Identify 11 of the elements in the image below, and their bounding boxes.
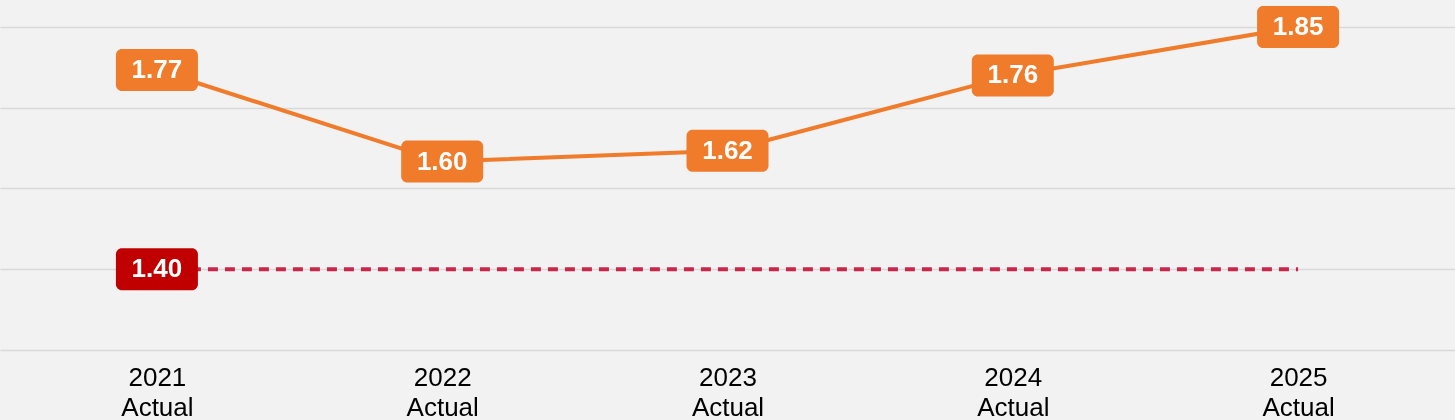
x-tick-label: 2021 Actual [121, 361, 194, 420]
data-label: 1.85 [1272, 10, 1324, 41]
data-label: 1.60 [416, 145, 468, 176]
ref-line-label: 1.40 [131, 253, 183, 284]
x-tick-label: 2022 Actual [406, 361, 479, 420]
data-label: 1.77 [131, 54, 183, 84]
x-tick-label: 2023 Actual [691, 361, 765, 420]
x-tick-label: 2025 Actual [1262, 361, 1335, 420]
data-label: 1.76 [987, 59, 1039, 90]
data-label: 1.62 [702, 134, 753, 165]
x-tick-label: 2024 Actual [977, 361, 1050, 420]
